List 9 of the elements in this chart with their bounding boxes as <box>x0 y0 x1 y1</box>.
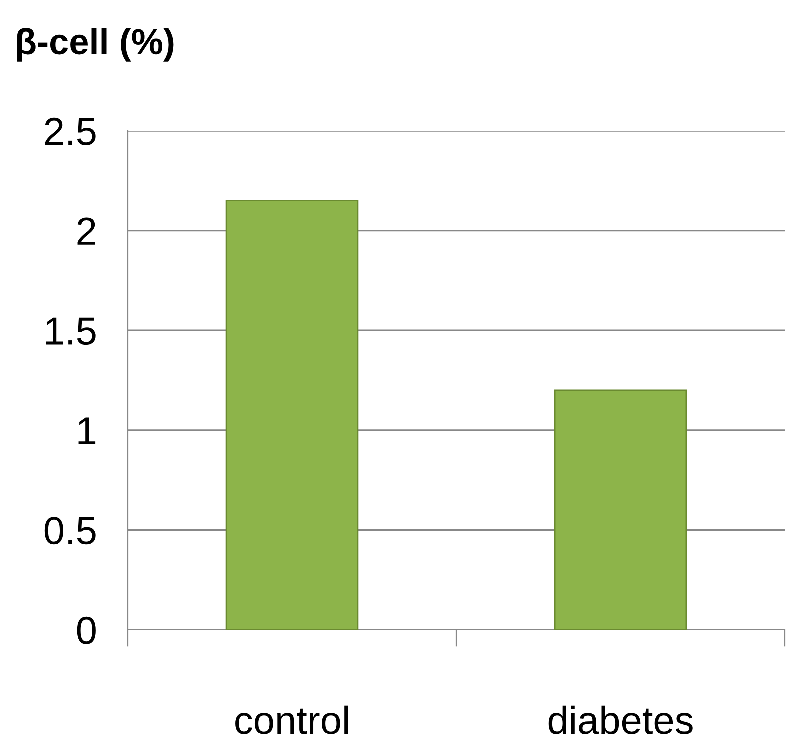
x-tick-label: diabetes <box>548 706 693 734</box>
y-axis-title: β-cell (%) <box>18 28 174 62</box>
y-tick-label: 1.5 <box>46 318 96 346</box>
y-tick-label: 2 <box>78 218 96 245</box>
y-tick-label: 2.5 <box>45 118 96 146</box>
y-tick-label: 1 <box>78 418 96 444</box>
x-tick-label: control <box>236 706 348 734</box>
y-tick-label: 0.5 <box>44 517 96 545</box>
y-tick-label: 0 <box>77 616 96 644</box>
